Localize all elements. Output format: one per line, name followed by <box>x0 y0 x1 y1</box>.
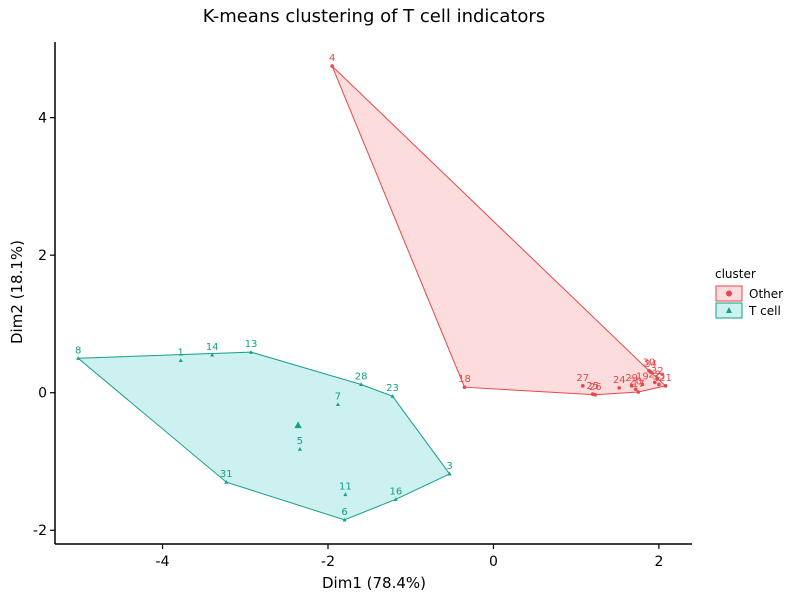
point-other-4 <box>330 64 334 68</box>
point-label-13: 13 <box>245 339 258 350</box>
y-tick-label: 4 <box>38 111 47 127</box>
legend-label-t-cell: T cell <box>748 304 781 318</box>
chart-title: K-means clustering of T cell indicators <box>203 6 545 27</box>
point-label-32: 32 <box>651 366 664 377</box>
x-tick-label: -4 <box>156 554 170 570</box>
point-other-32 <box>655 377 660 381</box>
point-label-29: 29 <box>625 373 638 384</box>
point-label-3: 3 <box>446 461 452 472</box>
point-label-4: 4 <box>329 53 335 64</box>
cluster-hulls <box>76 65 667 521</box>
x-tick-label: 2 <box>654 554 663 570</box>
point-label-34: 34 <box>644 359 657 370</box>
legend-label-other: Other <box>749 287 783 301</box>
point-label-11: 11 <box>339 481 352 492</box>
point-t-cell-14 <box>210 352 215 357</box>
x-axis-ticks: -4 -2 0 2 <box>156 544 663 570</box>
point-t-cell-23 <box>390 393 395 398</box>
point-label-8: 8 <box>75 345 81 356</box>
point-other-17 <box>636 390 641 394</box>
point-label-24: 24 <box>613 375 626 386</box>
point-other-29 <box>629 384 634 388</box>
point-label-14: 14 <box>206 342 219 353</box>
point-t-cell-6 <box>342 517 347 522</box>
x-tick-label: -2 <box>321 554 335 570</box>
point-other-19 <box>640 382 645 387</box>
point-label-25: 25 <box>586 381 599 392</box>
point-label-20: 20 <box>629 376 642 387</box>
point-label-6: 6 <box>341 507 347 518</box>
point-t-cell-11 <box>343 492 348 497</box>
point-other-24 <box>617 386 621 390</box>
point-t-cell-16 <box>393 497 398 501</box>
point-t-cell-7 <box>335 402 340 407</box>
point-t-cell-1 <box>178 358 183 362</box>
point-other-30 <box>647 368 651 373</box>
point-t-cell-31 <box>224 479 229 484</box>
point-other-18 <box>462 385 467 390</box>
x-tick-label: 0 <box>489 554 498 570</box>
legend-symbol-t-cell <box>726 307 732 313</box>
point-label-1: 1 <box>178 347 184 358</box>
point-label-7: 7 <box>335 391 341 402</box>
data-points <box>76 64 668 522</box>
point-label-31: 31 <box>220 469 233 480</box>
point-other-20 <box>633 387 638 392</box>
point-label-33: 33 <box>653 371 666 382</box>
point-t-cell-3 <box>447 471 452 476</box>
point-t-cell-13 <box>249 349 254 354</box>
y-axis-ticks: -2 0 2 4 <box>33 111 55 539</box>
point-label-28: 28 <box>355 371 368 382</box>
point-label-30: 30 <box>643 358 656 369</box>
hull-other <box>331 65 667 396</box>
point-label-26: 26 <box>589 382 602 393</box>
legend-title: cluster <box>715 267 756 281</box>
point-other-21 <box>663 384 668 388</box>
point-t-cell-8 <box>76 356 81 360</box>
point-t-cell-28 <box>359 382 364 387</box>
point-label-23: 23 <box>386 383 399 394</box>
centroid-t-cell <box>294 421 302 429</box>
point-other-26 <box>593 392 598 397</box>
point-other-33 <box>657 382 661 387</box>
y-tick-label: 2 <box>38 248 47 264</box>
legend: cluster Other T cell <box>715 267 783 319</box>
point-other-22 <box>652 380 657 385</box>
y-axis-label: Dim2 (18.1%) <box>8 240 26 344</box>
y-tick-label: 0 <box>38 386 47 402</box>
point-label-16: 16 <box>389 486 402 497</box>
point-label-17: 17 <box>632 379 645 390</box>
x-axis-label: Dim1 (78.4%) <box>322 574 426 592</box>
point-t-cell-5 <box>297 446 302 451</box>
y-tick-label: -2 <box>33 523 47 539</box>
point-label-19: 19 <box>636 371 649 382</box>
point-label-18: 18 <box>458 374 471 385</box>
point-label-27: 27 <box>576 373 589 384</box>
point-label-22: 22 <box>648 369 661 380</box>
point-other-27 <box>581 384 585 388</box>
axes <box>54 42 692 545</box>
point-label-5: 5 <box>297 436 303 447</box>
point-label-21: 21 <box>659 373 672 384</box>
legend-symbol-other <box>726 290 732 297</box>
